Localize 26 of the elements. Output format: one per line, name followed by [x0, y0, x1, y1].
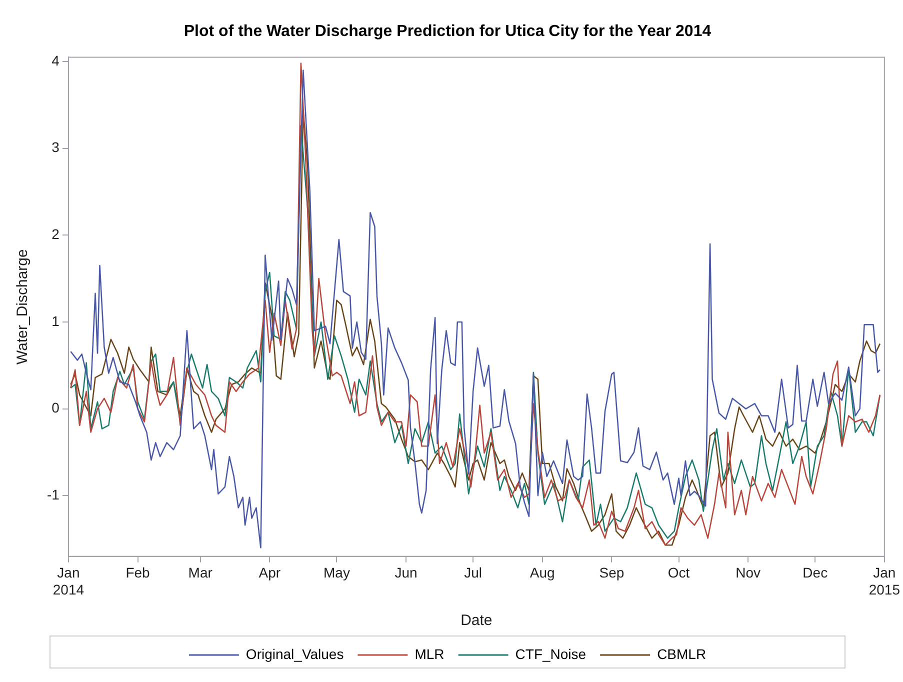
y-tick-label: 2: [52, 226, 60, 242]
legend-label: CBMLR: [657, 646, 706, 662]
x-tick-label: Jan 2014: [52, 564, 84, 598]
x-tick-label: Sep: [599, 564, 624, 581]
x-tick-label: Dec: [802, 564, 828, 581]
y-tick-label: 1: [52, 312, 60, 329]
x-tick-label: Jul: [464, 564, 482, 581]
y-axis-title: Water_Discharge: [14, 249, 32, 364]
chart-title: Plot of the Water Discharge Prediction for Utica City for the Year 2014: [184, 23, 712, 40]
y-tick-label: -1: [46, 486, 60, 502]
x-tick-label: Jan 2015: [868, 564, 900, 598]
legend-label: CTF_Noise: [515, 646, 586, 662]
x-tick-label: Aug: [530, 564, 555, 581]
y-tick-label: 3: [52, 139, 60, 156]
x-tick-label: May: [323, 564, 350, 581]
x-tick-label: Apr: [258, 564, 281, 581]
y-tick-label: 0: [52, 400, 60, 416]
y-tick-label: 4: [52, 52, 60, 68]
legend-label: Original_Values: [246, 646, 344, 662]
x-axis-title: Date: [460, 612, 492, 630]
x-tick-label: Jun: [394, 564, 418, 581]
x-tick-label: Feb: [126, 564, 150, 581]
x-tick-label: Mar: [188, 564, 213, 581]
legend-label: MLR: [414, 646, 444, 662]
x-tick-label: Oct: [668, 564, 690, 581]
x-tick-label: Nov: [736, 564, 761, 581]
